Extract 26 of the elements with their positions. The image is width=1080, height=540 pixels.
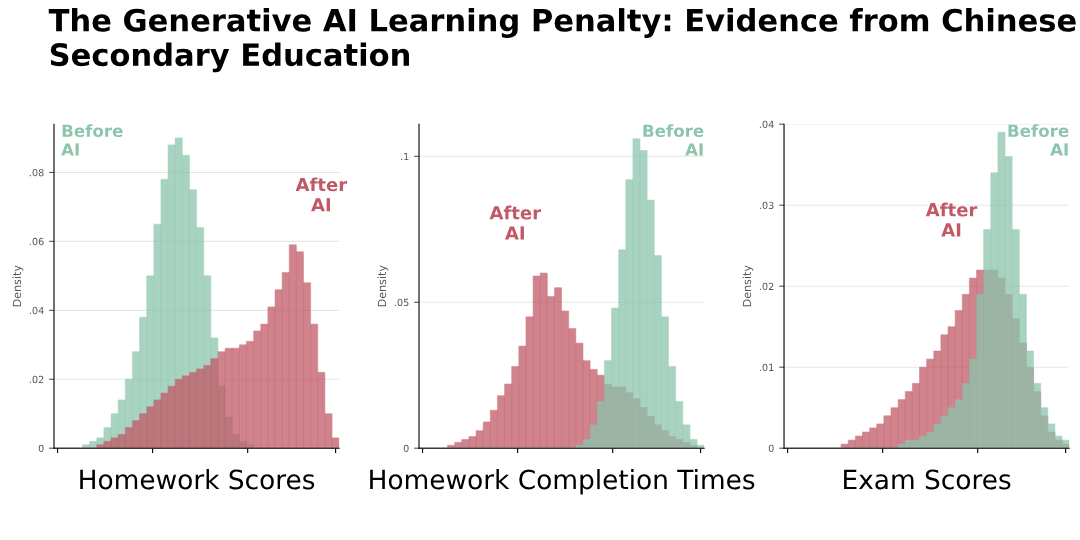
y-tick-label: .02 — [759, 282, 774, 291]
y-tick-label: .04 — [29, 306, 44, 315]
series-label: Before AI — [643, 124, 704, 156]
text: The Generative AI Learning Penalty: Evidence from Chinese Secondary Education — [48, 8, 1076, 73]
y-tick-label: .1 — [401, 152, 409, 160]
y-tick-label: .02 — [29, 375, 44, 384]
y-tick-label: .08 — [29, 168, 44, 177]
y-tick-label: .06 — [29, 237, 44, 246]
y-axis-title: Density — [377, 265, 389, 307]
x-axis-title: Homework Scores — [80, 469, 315, 490]
y-tick-label: .05 — [394, 298, 409, 307]
text: Before AI — [61, 124, 123, 156]
y-tick-label: .01 — [759, 363, 774, 372]
y-tick-label: .03 — [759, 201, 774, 210]
series-label: Before AI — [1008, 124, 1069, 156]
y-axis-title: Density — [742, 265, 754, 307]
series-label: After AI — [489, 205, 542, 240]
series-label: After AI — [295, 177, 348, 212]
series-label: After AI — [925, 202, 978, 237]
y-tick-label: .04 — [759, 120, 774, 129]
y-tick-label: 0 — [38, 444, 44, 453]
y-tick-label: 0 — [768, 444, 774, 453]
x-axis-title: Homework Completion Times — [370, 469, 755, 495]
y-axis-title: Density — [12, 265, 24, 307]
x-axis-title: Exam Scores — [844, 469, 1011, 490]
y-tick-label: 0 — [403, 444, 409, 453]
